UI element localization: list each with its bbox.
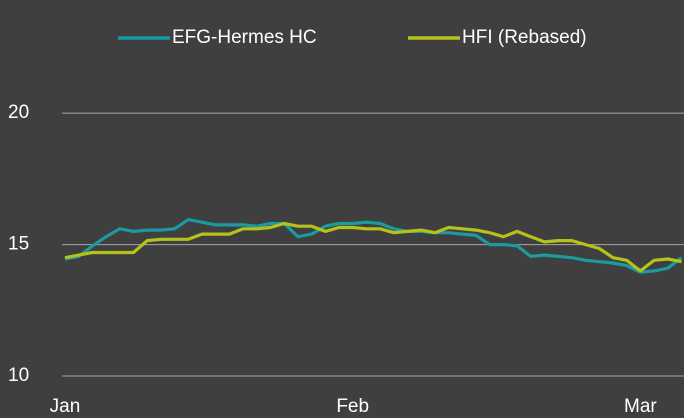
series-line xyxy=(64,221,682,273)
series-line xyxy=(64,218,683,274)
legend-label: EFG-Hermes HC xyxy=(172,27,317,48)
y-tick-label: 10 xyxy=(8,365,29,386)
x-tick-label: Jan xyxy=(50,396,81,417)
legend-label: HFI (Rebased) xyxy=(462,27,587,48)
x-tick-label: Feb xyxy=(336,396,369,417)
x-tick-label: Mar xyxy=(624,396,657,417)
y-tick-label: 20 xyxy=(8,102,29,123)
y-tick-label: 15 xyxy=(8,234,29,255)
